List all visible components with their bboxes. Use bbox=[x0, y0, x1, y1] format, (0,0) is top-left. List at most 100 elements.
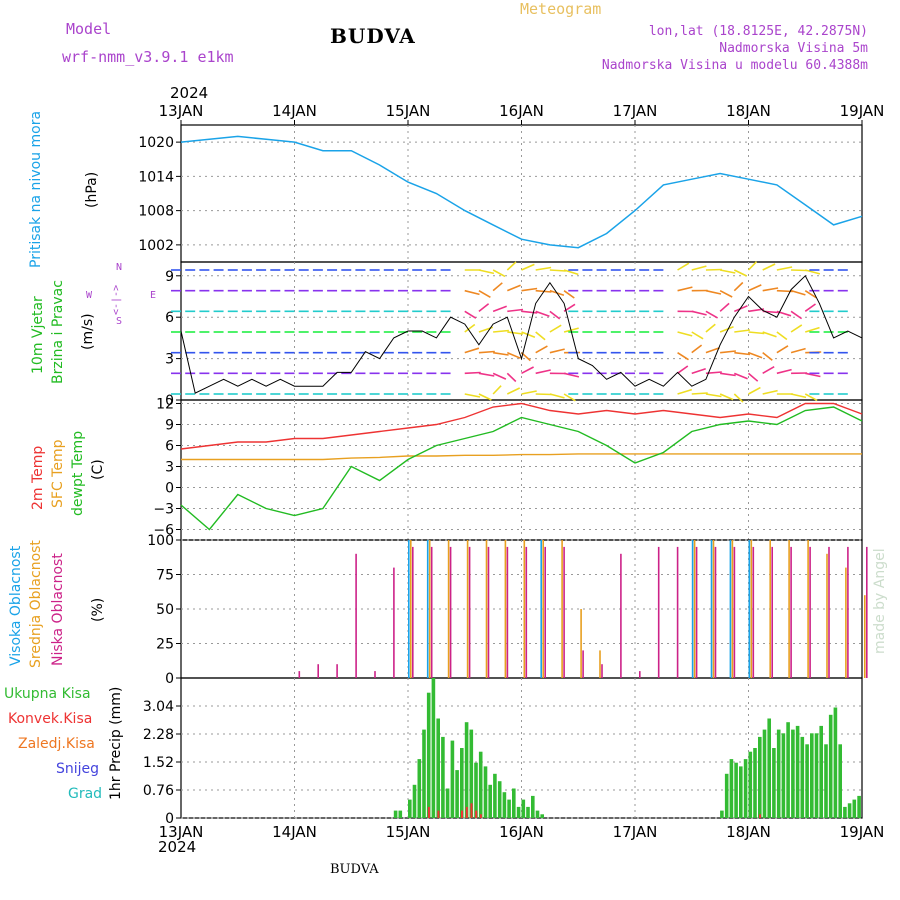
cloud-bar bbox=[710, 540, 713, 678]
product-title: Meteogram bbox=[520, 0, 602, 18]
precip-bar bbox=[461, 810, 463, 818]
precip-bar bbox=[483, 766, 488, 818]
wind-arrow bbox=[804, 393, 818, 402]
precip-bar bbox=[833, 707, 838, 818]
wind-arrow bbox=[762, 263, 776, 271]
temp-label-1: 2m Temp bbox=[30, 445, 46, 510]
wind-arrow bbox=[776, 345, 789, 354]
precip-bar bbox=[417, 759, 422, 818]
wind-arrow bbox=[734, 372, 748, 380]
wind-arrow bbox=[521, 310, 538, 314]
precip-bar bbox=[437, 810, 440, 818]
precip-bar bbox=[470, 803, 473, 818]
precip-bar bbox=[531, 795, 535, 818]
wind-arrow bbox=[776, 266, 793, 271]
time-label-bottom: 15JAN bbox=[386, 823, 431, 841]
wind-arrow bbox=[464, 323, 476, 333]
precip-bar bbox=[478, 751, 483, 818]
cloud-bar bbox=[769, 540, 771, 678]
elevation-text: Nadmorska Visina 5m bbox=[719, 41, 868, 56]
cloud-bar bbox=[826, 553, 828, 678]
wind-arrow bbox=[705, 323, 716, 333]
wind-arrow bbox=[705, 310, 718, 319]
wind-arrow bbox=[549, 324, 562, 333]
wind-arrow bbox=[734, 329, 751, 333]
model-label: Model bbox=[66, 20, 112, 38]
wind-arrow bbox=[691, 310, 707, 316]
wind-arrow bbox=[748, 351, 763, 359]
wind-arrow bbox=[719, 393, 734, 401]
compass-mid: <-|-> bbox=[111, 284, 122, 315]
wind-label-1: 10m Vjetar bbox=[30, 296, 46, 374]
cloud-bar bbox=[790, 546, 792, 678]
cloud-bar bbox=[714, 546, 717, 678]
temp-line-1 bbox=[181, 453, 862, 461]
temp-label-3: dewpt Temp bbox=[70, 430, 86, 516]
wind-arrow bbox=[719, 302, 730, 312]
wind-arrow bbox=[521, 366, 534, 375]
cloud-bar bbox=[544, 546, 546, 678]
wind-arrow bbox=[720, 372, 736, 377]
ytick-label: 1.52 bbox=[143, 755, 174, 771]
wind-arrow bbox=[791, 269, 808, 272]
wind-arrow bbox=[507, 331, 524, 335]
cloud-bar bbox=[695, 546, 698, 678]
precip-bar bbox=[488, 784, 492, 818]
ytick-label: 1002 bbox=[138, 238, 174, 254]
precip-bar bbox=[762, 729, 767, 818]
precip-bar bbox=[852, 799, 857, 818]
wind-speed-line bbox=[180, 274, 863, 394]
precip-bar bbox=[455, 770, 459, 818]
wind-arrow bbox=[734, 351, 751, 356]
time-label-bottom: 19JAN bbox=[840, 823, 885, 841]
ytick-label: −6 bbox=[153, 523, 174, 539]
precip-bar bbox=[724, 773, 729, 818]
precip-bar bbox=[512, 788, 516, 818]
wind-arrow bbox=[790, 393, 807, 399]
wind-arrow bbox=[563, 290, 575, 299]
precip-bar bbox=[819, 725, 823, 818]
precip-unit: 1hr Precip (mm) bbox=[108, 686, 124, 800]
year-bottom: 2024 bbox=[158, 838, 197, 856]
cloud-bar bbox=[582, 650, 584, 678]
ytick-label: 75 bbox=[156, 568, 174, 584]
cloud-bar bbox=[750, 540, 753, 678]
precip-bar bbox=[734, 762, 738, 818]
precip-bar bbox=[474, 762, 478, 818]
cloud-bar bbox=[599, 650, 601, 678]
wind-arrow bbox=[563, 269, 579, 276]
wind-arrow bbox=[478, 372, 495, 377]
precip-bar bbox=[475, 810, 478, 818]
cloud-bar bbox=[540, 540, 542, 678]
wind-arrow bbox=[748, 284, 762, 292]
time-label-top: 17JAN bbox=[613, 102, 658, 120]
lonlat-text: lon,lat (18.8125E, 42.2875N) bbox=[648, 24, 868, 39]
precip-bar bbox=[857, 795, 861, 818]
cloud-bar bbox=[506, 546, 509, 678]
wind-arrow bbox=[762, 389, 778, 395]
precip-bar bbox=[753, 748, 757, 818]
ytick-label: 1020 bbox=[138, 135, 174, 151]
precip-bar bbox=[758, 736, 762, 818]
wind-arrow bbox=[549, 393, 565, 399]
cloud-bar bbox=[485, 540, 488, 678]
time-label-bottom: 13JAN bbox=[159, 823, 204, 841]
wind-arrow bbox=[535, 393, 552, 396]
precip-bar bbox=[427, 806, 430, 818]
precip-bar bbox=[431, 678, 436, 818]
cloud-bar bbox=[752, 546, 755, 678]
cloud-bar bbox=[693, 540, 696, 678]
time-label-bottom: 16JAN bbox=[499, 823, 544, 841]
watermark: made by Angel bbox=[872, 548, 888, 654]
cloud-bar bbox=[601, 664, 603, 678]
wind-arrow bbox=[733, 269, 748, 277]
precip-bar bbox=[800, 736, 805, 818]
wind-arrow bbox=[790, 310, 803, 320]
wind-arrow bbox=[535, 331, 546, 341]
wind-arrow bbox=[762, 366, 775, 375]
wind-arrow bbox=[805, 372, 821, 378]
compass-n: N bbox=[116, 262, 123, 273]
precip-bar bbox=[441, 736, 445, 818]
precip-bar bbox=[748, 751, 753, 818]
